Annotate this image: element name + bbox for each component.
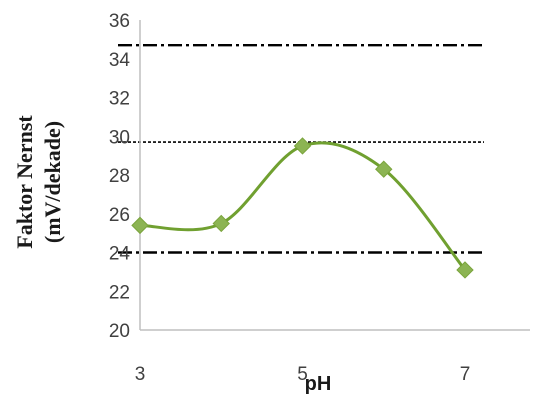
series-line (139, 141, 467, 271)
y-tick-label: 24 (109, 244, 131, 265)
y-tick-label: 26 (109, 205, 130, 226)
y-tick-label: 28 (109, 166, 130, 187)
x-tick-label: 3 (135, 364, 146, 385)
y-tick-label: 30 (109, 127, 130, 148)
data-point-marker (375, 160, 393, 178)
y-tick-label: 32 (109, 89, 130, 110)
x-tick-label: 5 (297, 364, 308, 385)
x-axis-title: pH (305, 373, 332, 395)
x-tick-label: 7 (460, 364, 471, 385)
y-axis-title: Faktor Nernst (mV/dekade) (12, 115, 65, 249)
data-point-marker (456, 261, 474, 279)
y-tick-labels: 20 22 24 26 28 30 32 34 36 (109, 11, 131, 342)
y-tick-label: 34 (109, 50, 131, 71)
data-point-marker (212, 214, 230, 233)
y-tick-label: 36 (109, 11, 130, 32)
y-tick-label: 20 (109, 321, 130, 342)
y-tick-label: 22 (109, 282, 130, 303)
data-point-marker (131, 216, 149, 235)
y-axis-title-line-2: (mV/dekade) (40, 121, 65, 243)
axes (139, 20, 530, 331)
series-group (131, 137, 474, 279)
x-tick-labels: 3 5 7 (135, 364, 471, 385)
y-axis-title-line-1: Faktor Nernst (12, 115, 37, 249)
data-point-marker (293, 137, 312, 155)
